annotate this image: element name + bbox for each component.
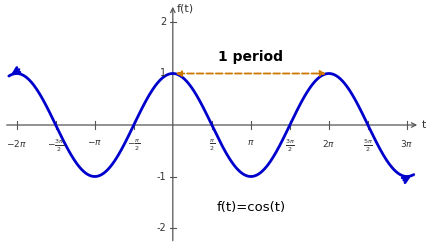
Text: -1: -1 bbox=[156, 172, 166, 181]
Text: $2\pi$: $2\pi$ bbox=[322, 138, 335, 149]
Text: -2: -2 bbox=[156, 223, 166, 233]
Text: f(t)=cos(t): f(t)=cos(t) bbox=[216, 201, 285, 214]
Text: 1 period: 1 period bbox=[218, 50, 283, 64]
Text: $-\pi$: $-\pi$ bbox=[87, 138, 102, 147]
Text: $\frac{3\pi}{2}$: $\frac{3\pi}{2}$ bbox=[284, 138, 294, 154]
Text: $\pi$: $\pi$ bbox=[247, 138, 254, 147]
Text: 2: 2 bbox=[159, 17, 166, 27]
Text: $\frac{5\pi}{2}$: $\frac{5\pi}{2}$ bbox=[362, 138, 372, 154]
Text: $3\pi$: $3\pi$ bbox=[400, 138, 413, 149]
Text: $\frac{\pi}{2}$: $\frac{\pi}{2}$ bbox=[208, 138, 214, 153]
Text: $-\frac{\pi}{2}$: $-\frac{\pi}{2}$ bbox=[127, 138, 140, 153]
Text: 1: 1 bbox=[160, 68, 166, 78]
Text: $-2\pi$: $-2\pi$ bbox=[6, 138, 27, 149]
Text: f(t): f(t) bbox=[176, 4, 193, 14]
Text: $-\frac{3\pi}{2}$: $-\frac{3\pi}{2}$ bbox=[47, 138, 64, 154]
Text: t: t bbox=[420, 120, 425, 130]
